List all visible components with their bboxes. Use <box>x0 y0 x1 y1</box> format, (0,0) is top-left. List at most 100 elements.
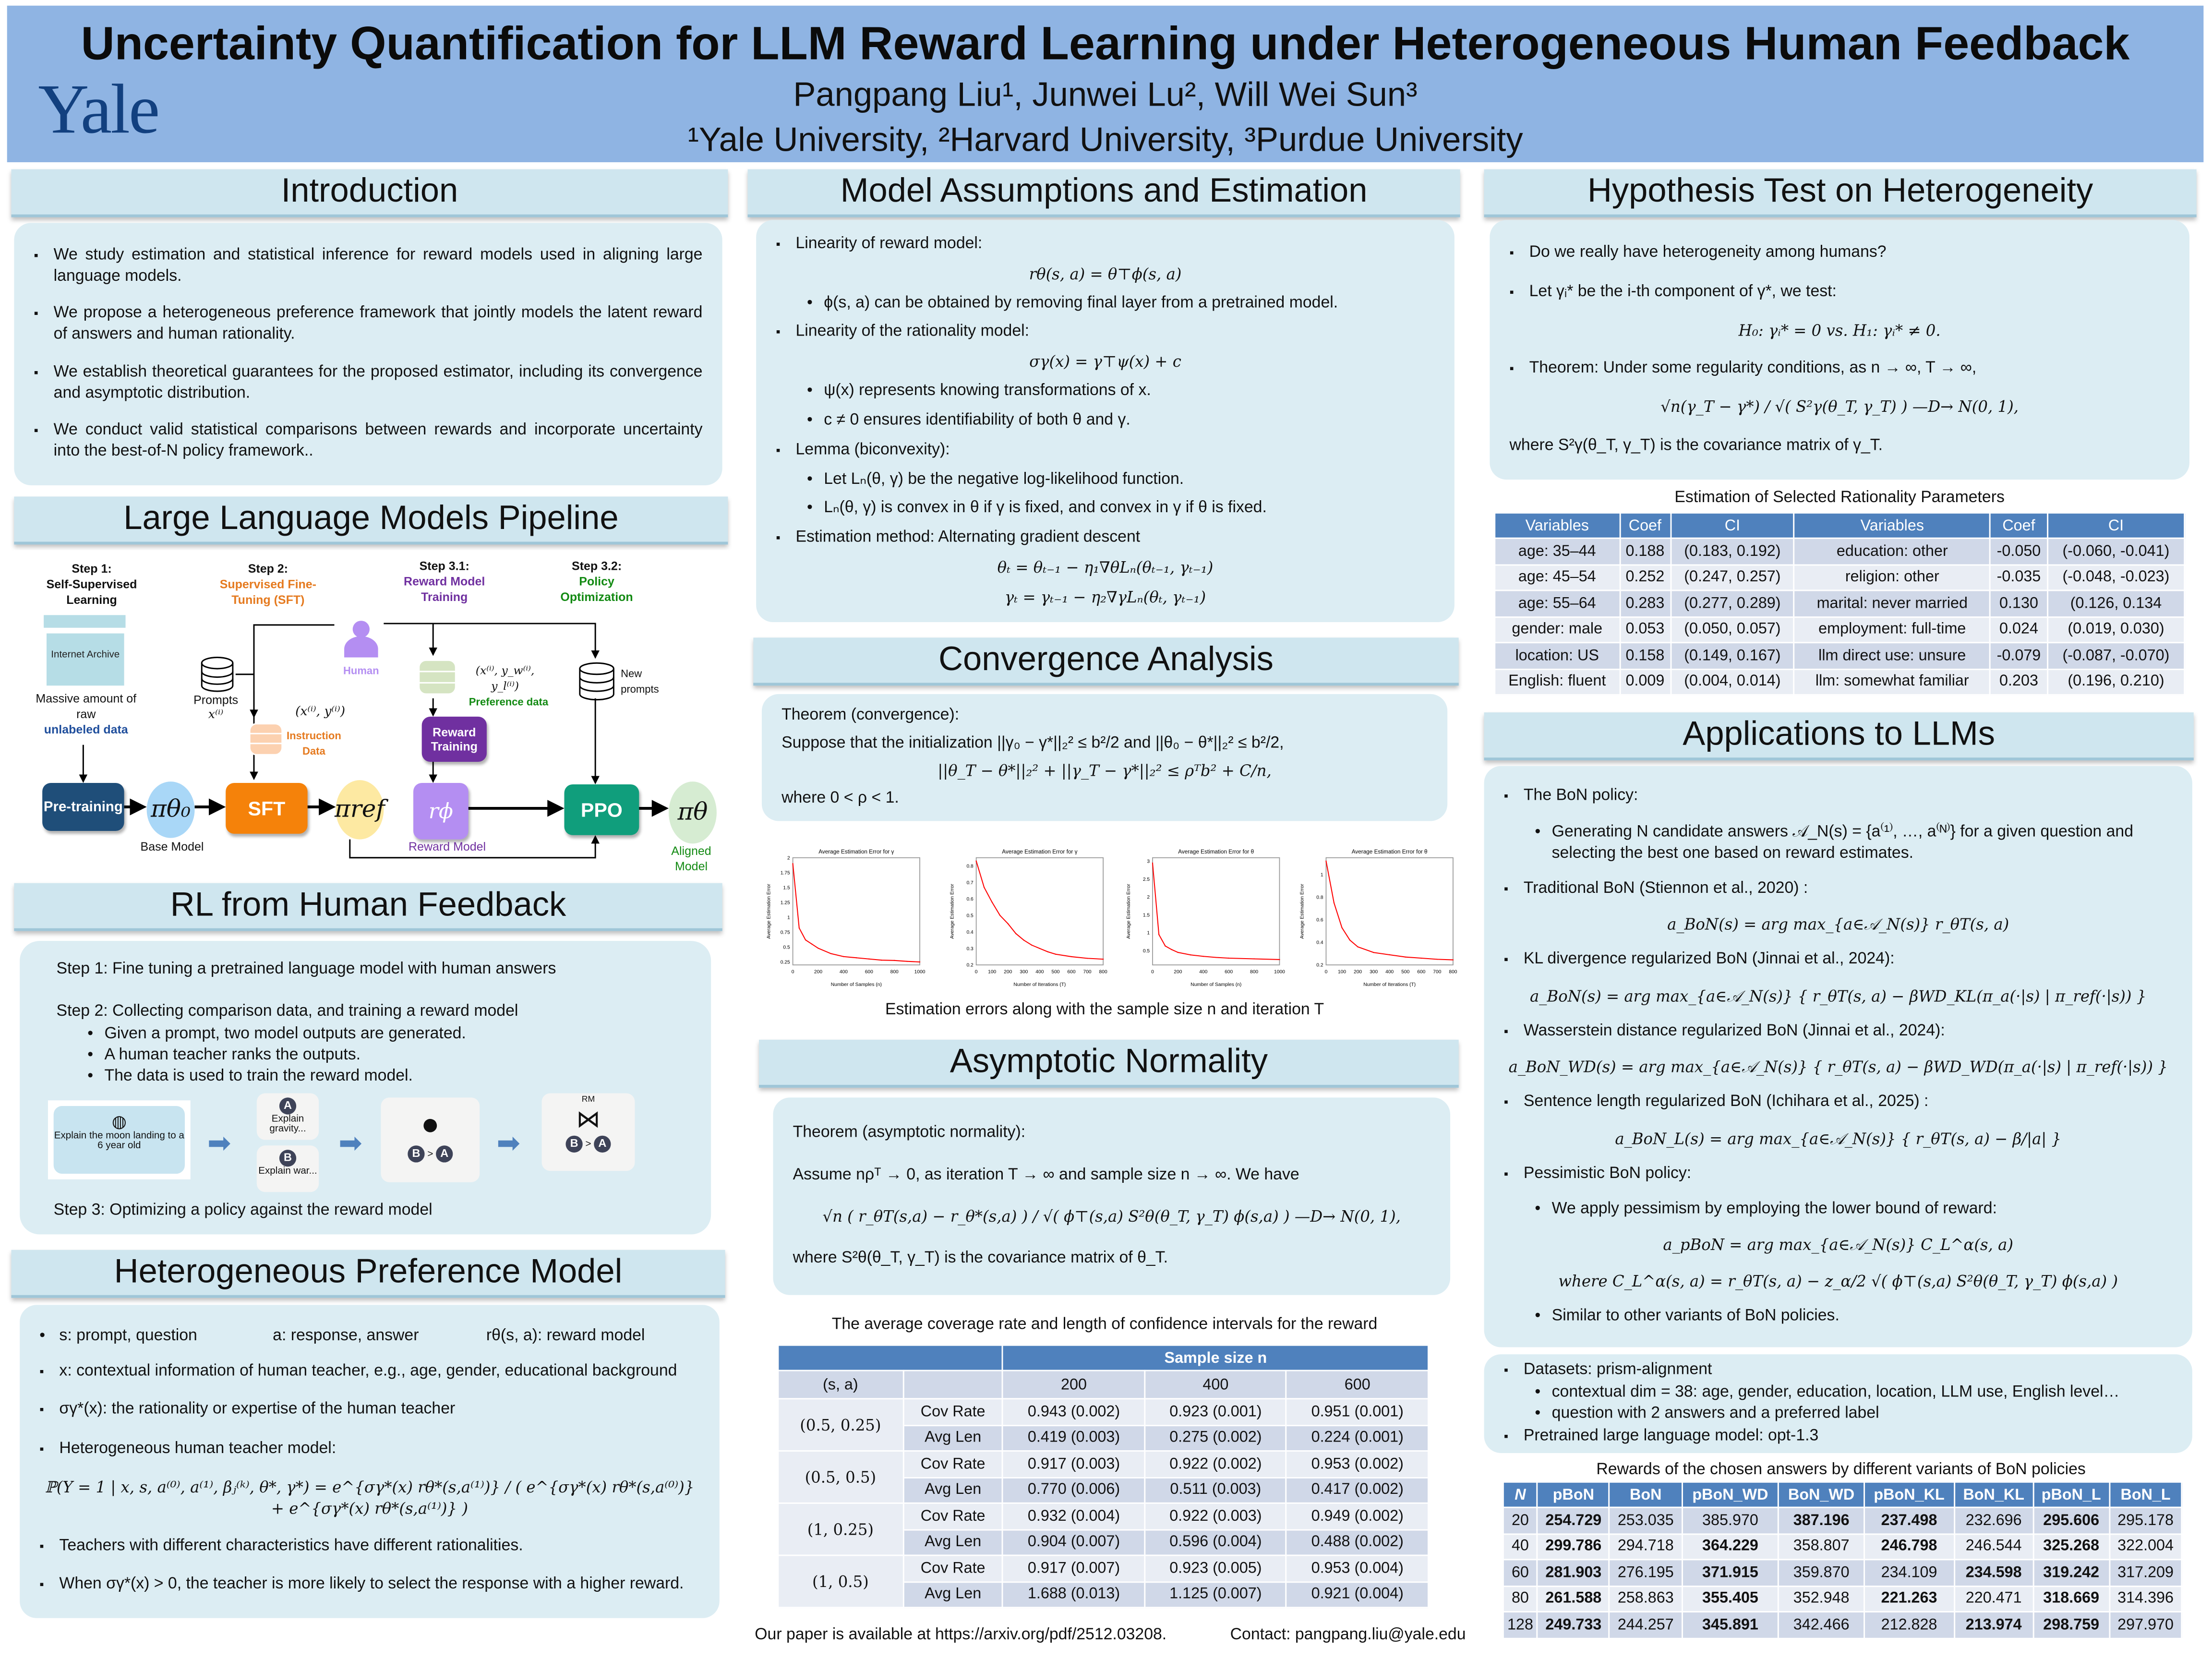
bullet-item: Pretrained large language model: opt-1.3 <box>1504 1426 2173 1447</box>
data-point <box>1349 939 1351 941</box>
table-cell: 276.195 <box>1609 1559 1683 1587</box>
data-point <box>1228 957 1229 959</box>
data-point <box>1015 933 1017 935</box>
table-cell: 359.870 <box>1778 1559 1865 1587</box>
table-cell: 0.953 (0.002) <box>1286 1450 1429 1478</box>
column-header: Coef <box>1989 512 2048 539</box>
sa-header: (s, a) <box>777 1370 904 1400</box>
section-heading-rlhf: RL from Human Feedback <box>14 883 722 931</box>
bullet-item: Linearity of the rationality model: <box>776 322 1434 343</box>
datasets-content: Datasets: prism-alignmentcontextual dim … <box>1484 1354 2192 1453</box>
table-cell: 246.544 <box>1953 1533 2034 1561</box>
chart-title: Average Estimation Error for θ <box>1352 849 1428 855</box>
x-tick-label: 300 <box>1020 970 1028 975</box>
data-point <box>855 957 857 959</box>
rlhf-step2-list: Given a prompt, two model outputs are ge… <box>57 1024 466 1088</box>
table-cell: 0.923 (0.005) <box>1144 1554 1287 1582</box>
massive-data-text: Massive amount of raw unlabeled data <box>36 691 137 737</box>
y-tick-label: 0.5 <box>783 945 790 950</box>
table-cell: 0.770 (0.006) <box>1002 1476 1146 1504</box>
paragraph: Theorem (convergence): <box>781 707 960 724</box>
table-cell: llm: somewhat familiar <box>1793 668 1991 696</box>
hypothesis-content: Do we really have heterogeneity among hu… <box>1490 220 2189 480</box>
data-point <box>1325 860 1327 862</box>
bullet-item: We conduct valid statistical comparisons… <box>34 421 703 463</box>
table-cell: 0.053 <box>1619 615 1671 644</box>
data-point <box>830 953 832 954</box>
data-point <box>1007 923 1009 925</box>
table-row: (s, a) 200 400 600 <box>777 1370 1429 1400</box>
x-tick-label: 300 <box>1370 970 1378 975</box>
step2-label: Step 2: Supervised Fine-Tuning (SFT) <box>219 561 317 607</box>
bullet-item: Lₙ(θ, γ) is convex in θ if γ is fixed, a… <box>776 499 1434 520</box>
convergence-theorem: Theorem (convergence): Suppose that the i… <box>761 694 1448 821</box>
x-tick-label: 800 <box>1250 970 1258 975</box>
y-tick-label: 0.25 <box>781 960 790 965</box>
x-tick-label: 800 <box>1099 970 1107 975</box>
column-header: BoN <box>1609 1481 1683 1508</box>
x-tick-label: 700 <box>1433 970 1441 975</box>
data-point <box>843 956 844 957</box>
table-cell: (0.183, 0.192) <box>1670 537 1795 565</box>
instruction-data-label: Instruction Data <box>286 729 341 758</box>
data-point <box>811 943 813 945</box>
formula: a_pBoN = arg max_{a∈𝒜_N(s)} C_L^α(s, a) <box>1663 1236 2014 1255</box>
paper-link[interactable]: Our paper is available at https://arxiv.… <box>755 1626 1167 1644</box>
column-header: BoN_L <box>2108 1481 2183 1508</box>
arrow-right-icon: ➡ <box>496 1129 520 1160</box>
data-point <box>1102 958 1104 960</box>
bullet-item: Sentence length regularized BoN (Ichihar… <box>1504 1092 2173 1113</box>
blank-header <box>777 1344 1004 1371</box>
ppo-node: PPO <box>564 784 639 835</box>
x-tick-label: 400 <box>1385 970 1394 975</box>
estimation-error-chart: Average Estimation Error for γ Number of … <box>767 849 926 987</box>
table-cell: 281.903 <box>1537 1559 1611 1587</box>
bullet-item: Traditional BoN (Stiennon et al., 2020) … <box>1504 878 2173 900</box>
bullet-item: Datasets: prism-alignment <box>1504 1360 2173 1382</box>
section-heading-model: Model Assumptions and Estimation <box>747 169 1460 217</box>
sa-value: (0.5, 0.5) <box>777 1450 904 1504</box>
table-cell: 352.948 <box>1778 1585 1865 1612</box>
bullet-item: The BoN policy: <box>1504 786 2173 807</box>
y-tick-label: 1 <box>1147 931 1150 936</box>
table-cell: 358.807 <box>1778 1533 1865 1561</box>
y-tick-label: 2 <box>787 855 790 861</box>
prompt-card: ◍ Explain the moon landing to a 6 year o… <box>48 1100 191 1179</box>
table-cell: education: other <box>1793 537 1991 565</box>
table-cell: 1.688 (0.013) <box>1002 1580 1146 1609</box>
table-cell: 60 <box>1502 1559 1539 1587</box>
contact-email[interactable]: Contact: pangpang.liu@yale.edu <box>1230 1626 1466 1644</box>
sample-size: 600 <box>1286 1370 1429 1400</box>
bullet-item: We apply pessimism by employing the lowe… <box>1504 1199 2173 1220</box>
coverage-caption: The average coverage rate and length of … <box>831 1316 1378 1334</box>
y-tick-label: 0.3 <box>966 946 974 951</box>
table-cell: 0.009 <box>1619 668 1671 696</box>
column-header: CI <box>1670 512 1795 539</box>
table-row: Avg Len 0.419 (0.003) 0.275 (0.002) 0.224 (… <box>778 1424 1429 1452</box>
bullet-item: Heterogeneous human teacher model: <box>39 1438 699 1459</box>
table-cell: 0.917 (0.003) <box>1002 1450 1146 1478</box>
column-header: pBoN_KL <box>1863 1481 1955 1508</box>
column-header: pBoN_L <box>2032 1481 2110 1508</box>
y-tick-label: 2 <box>1147 895 1150 900</box>
table-cell: (0.247, 0.257) <box>1670 564 1795 591</box>
table-cell: -0.035 <box>1989 564 2048 591</box>
data-point <box>975 860 977 862</box>
error-line <box>975 861 1104 960</box>
internet-archive-icon: Internet Archive <box>46 633 124 686</box>
table-cell: (-0.060, -0.041) <box>2046 537 2186 565</box>
bullet-item: We propose a heterogeneous preference fr… <box>34 303 703 346</box>
data-point <box>805 939 806 941</box>
formula: ||θ_T − θ*||₂² + ||γ_T − γ*||₂² ≤ ρᵀb² +… <box>938 762 1272 781</box>
x-tick-label: 0 <box>1325 970 1328 975</box>
table-cell: (0.004, 0.014) <box>1670 668 1795 696</box>
aligned-model-label: Aligned Model <box>671 843 711 874</box>
table-cell: 0.922 (0.003) <box>1144 1502 1287 1530</box>
metric: Cov Rate <box>902 1450 1004 1478</box>
x-tick-label: 600 <box>1417 970 1425 975</box>
output-b-card: B Explain war... <box>256 1145 319 1192</box>
bullet-item: Theorem: Under some regularity condition… <box>1509 359 2169 380</box>
table-row: 40 299.786 294.718 364.229 358.807 246.798 246… <box>1502 1533 2183 1561</box>
table-cell: marital: never married <box>1793 589 1991 617</box>
table-cell: 253.035 <box>1609 1506 1683 1534</box>
